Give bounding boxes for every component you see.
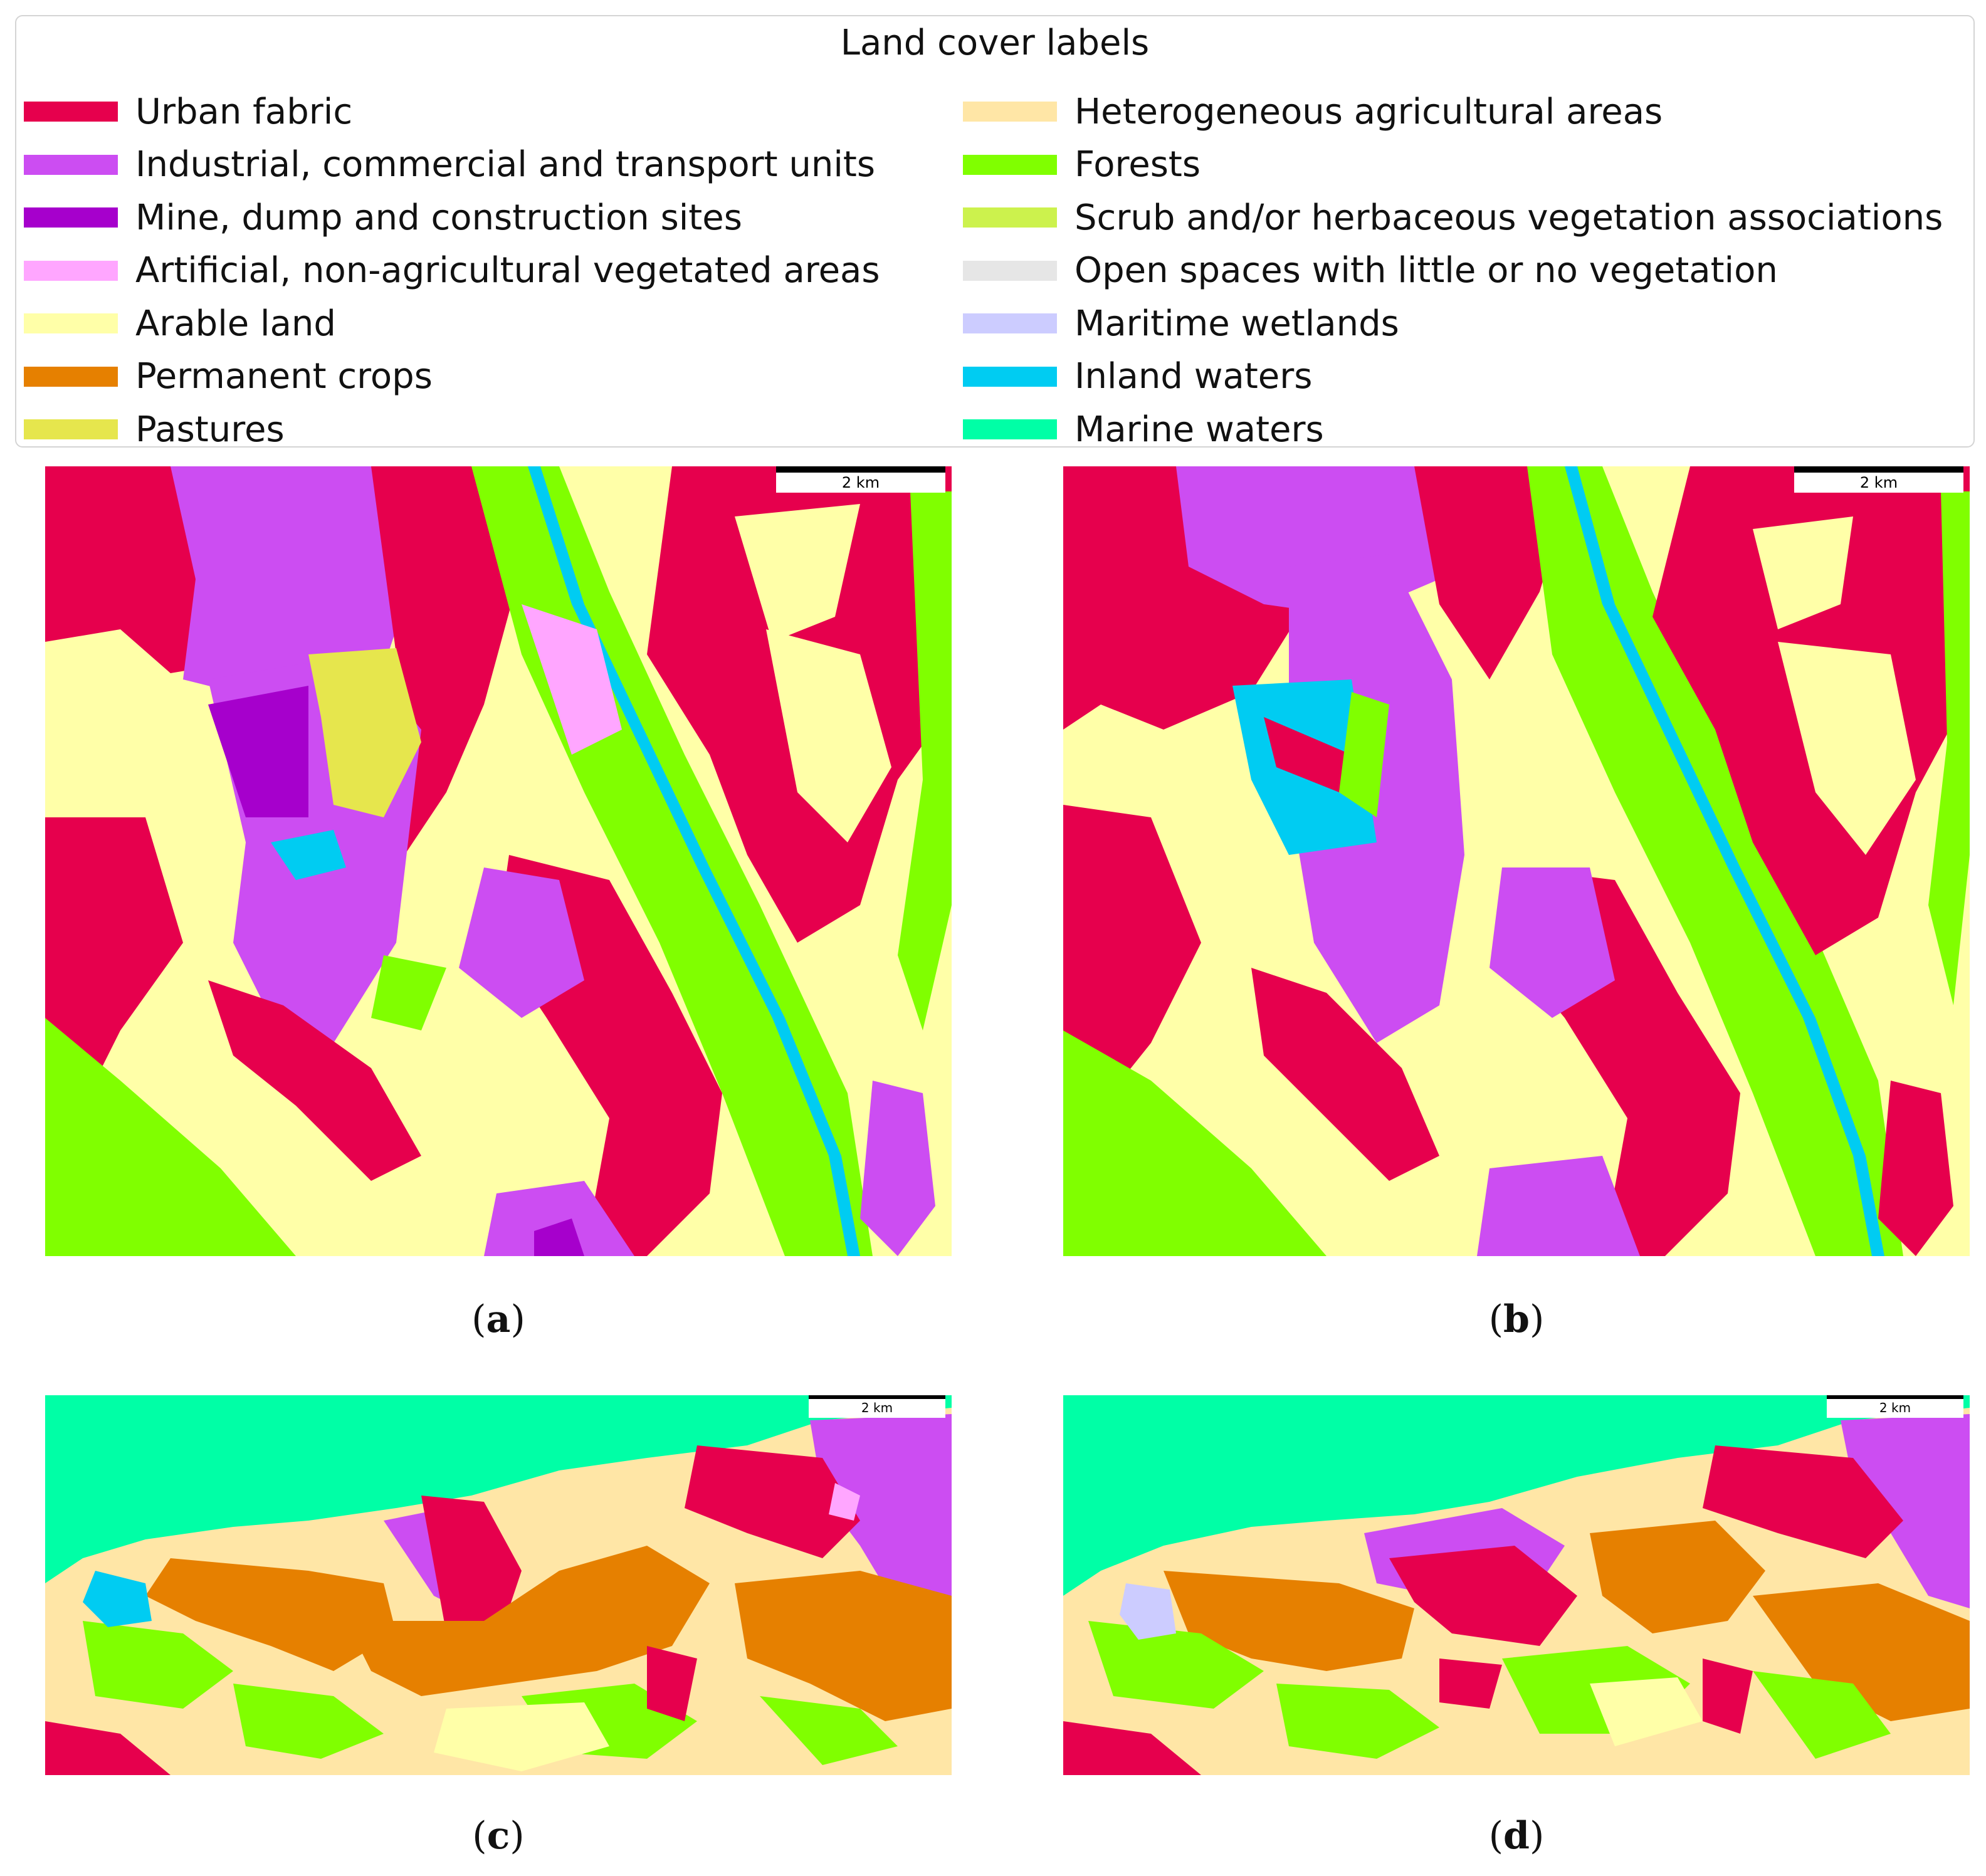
legend-swatch xyxy=(24,154,118,175)
legend-swatch xyxy=(24,366,118,387)
legend-label: Inland waters xyxy=(1074,356,1313,397)
legend-swatch xyxy=(963,260,1057,281)
legend-swatch xyxy=(24,102,118,122)
legend-swatch xyxy=(24,207,118,228)
land-cover-map-b xyxy=(1063,466,1970,1256)
legend-label: Mine, dump and construction sites xyxy=(135,197,742,238)
legend-label: Marine waters xyxy=(1074,409,1324,450)
legend-label: Artificial, non-agricultural vegetated a… xyxy=(135,250,880,291)
scale-bar-line xyxy=(776,466,945,473)
legend-title: Land cover labels xyxy=(840,23,1150,63)
caption-a: (a) xyxy=(471,1297,525,1341)
legend-swatch xyxy=(24,419,118,440)
legend-item-arable-land: Arable land xyxy=(24,297,880,350)
legend-item-maritime-wetlands: Maritime wetlands xyxy=(963,297,1943,350)
scale-bar-line xyxy=(1794,466,1963,473)
map-panel-d: 2 km xyxy=(1063,1395,1970,1775)
legend-label: Urban fabric xyxy=(135,91,353,132)
map-panel-c: 2 km xyxy=(45,1395,952,1775)
land-cover-map-d xyxy=(1063,1395,1970,1775)
legend-item-open-spaces: Open spaces with little or no vegetation xyxy=(963,244,1943,298)
scale-bar-line xyxy=(1827,1395,1963,1399)
legend-item-inland-waters: Inland waters xyxy=(963,350,1943,404)
scale-bar-label: 2 km xyxy=(861,1400,893,1415)
legend: Land cover labels Urban fabric Industria… xyxy=(15,15,1975,450)
map-panel-b: 2 km xyxy=(1063,466,1970,1256)
scale-bar-label: 2 km xyxy=(1879,1400,1911,1415)
legend-column-right: Heterogeneous agricultural areas Forests… xyxy=(963,85,1943,456)
map-panel-a: 2 km xyxy=(45,466,952,1256)
scale-bar: 2 km xyxy=(809,1395,945,1418)
legend-label: Heterogeneous agricultural areas xyxy=(1074,91,1663,132)
caption-d: (d) xyxy=(1488,1814,1545,1858)
scale-bar: 2 km xyxy=(776,466,945,493)
legend-item-mine: Mine, dump and construction sites xyxy=(24,191,880,244)
scale-bar-line xyxy=(809,1395,945,1399)
legend-item-artificial-vegetated: Artificial, non-agricultural vegetated a… xyxy=(24,244,880,298)
scale-bar: 2 km xyxy=(1827,1395,1963,1418)
legend-swatch xyxy=(963,207,1057,228)
legend-item-scrub: Scrub and/or herbaceous vegetation assoc… xyxy=(963,191,1943,244)
legend-column-left: Urban fabric Industrial, commercial and … xyxy=(24,85,880,456)
caption-c: (c) xyxy=(472,1814,525,1858)
legend-label: Pastures xyxy=(135,409,285,450)
legend-label: Industrial, commercial and transport uni… xyxy=(135,144,876,186)
legend-item-heterogeneous-agri: Heterogeneous agricultural areas xyxy=(963,85,1943,139)
legend-item-forests: Forests xyxy=(963,139,1943,192)
legend-item-permanent-crops: Permanent crops xyxy=(24,350,880,404)
scale-bar-label: 2 km xyxy=(1859,474,1898,491)
legend-label: Arable land xyxy=(135,303,336,344)
legend-label: Open spaces with little or no vegetation xyxy=(1074,250,1778,291)
legend-item-industrial: Industrial, commercial and transport uni… xyxy=(24,139,880,192)
legend-swatch xyxy=(963,419,1057,440)
legend-swatch xyxy=(24,260,118,281)
legend-label: Scrub and/or herbaceous vegetation assoc… xyxy=(1074,197,1943,238)
legend-item-marine-waters: Marine waters xyxy=(963,403,1943,456)
legend-swatch xyxy=(963,154,1057,175)
land-cover-map-a xyxy=(45,466,952,1256)
legend-swatch xyxy=(963,366,1057,387)
legend-item-urban-fabric: Urban fabric xyxy=(24,85,880,139)
legend-label: Permanent crops xyxy=(135,356,433,397)
legend-item-pastures: Pastures xyxy=(24,403,880,456)
land-cover-map-c xyxy=(45,1395,952,1775)
caption-b: (b) xyxy=(1488,1297,1545,1341)
scale-bar: 2 km xyxy=(1794,466,1963,493)
legend-label: Forests xyxy=(1074,144,1201,186)
legend-label: Maritime wetlands xyxy=(1074,303,1399,344)
legend-swatch xyxy=(24,313,118,334)
legend-swatch xyxy=(963,313,1057,334)
scale-bar-label: 2 km xyxy=(841,474,880,491)
legend-swatch xyxy=(963,102,1057,122)
